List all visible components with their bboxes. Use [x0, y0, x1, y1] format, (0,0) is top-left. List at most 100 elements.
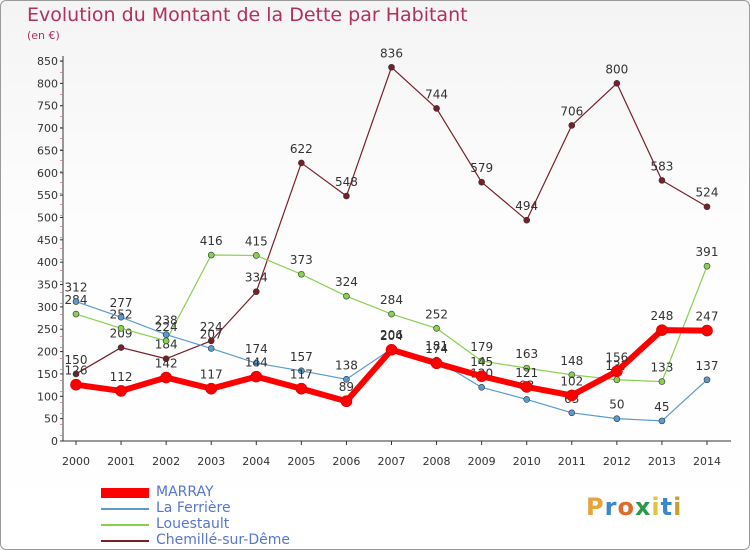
data-point-marray — [70, 378, 82, 391]
x-tick-label: 2007 — [378, 455, 406, 468]
data-label-louestault: 252 — [425, 307, 448, 321]
data-point-la-ferri-re — [207, 345, 215, 352]
data-point-marray — [475, 370, 488, 382]
y-tick-label: 650 — [37, 144, 58, 157]
data-point-louestault — [523, 364, 531, 372]
data-label-marray: 121 — [515, 366, 538, 380]
data-label-chemill-sur-d-me: 224 — [200, 320, 223, 334]
data-label-chemill-sur-d-me: 706 — [560, 104, 583, 118]
y-tick-label: 400 — [37, 256, 58, 269]
x-tick-label: 2001 — [107, 455, 135, 468]
data-point-louestault — [207, 251, 215, 259]
data-point-louestault — [388, 310, 395, 318]
data-label-marray: 89 — [339, 380, 354, 394]
y-tick-label: 800 — [37, 77, 58, 90]
proxiti-logo: Proxiti — [586, 493, 682, 521]
data-label-marray: 117 — [290, 368, 313, 382]
data-point-marray — [701, 324, 713, 337]
data-label-chemill-sur-d-me: 548 — [335, 175, 358, 189]
y-tick-label: 350 — [37, 279, 58, 292]
data-label-louestault: 133 — [650, 361, 673, 375]
data-point-marray — [565, 389, 578, 402]
data-label-marray: 204 — [380, 329, 403, 343]
data-point-marray — [115, 385, 127, 397]
data-point-marray — [340, 395, 353, 408]
data-label-la-ferri-re: 174 — [245, 342, 268, 356]
x-tick-label: 2014 — [693, 455, 721, 468]
y-tick-label: 500 — [37, 211, 58, 224]
legend-label: La Ferrière — [156, 500, 231, 516]
data-label-marray: 145 — [470, 355, 493, 369]
logo-letter: t — [660, 493, 674, 521]
legend-label: MARRAY — [156, 484, 214, 500]
x-tick-label: 2003 — [197, 455, 225, 468]
data-label-la-ferri-re: 137 — [696, 359, 719, 373]
legend-swatch — [101, 488, 149, 498]
chart-title: Evolution du Montant de la Dette par Hab… — [27, 4, 468, 26]
data-point-chemill-sur-d-me — [252, 288, 260, 295]
data-point-la-ferri-re — [478, 384, 485, 391]
data-point-chemill-sur-d-me — [388, 63, 395, 71]
y-tick-label: 600 — [37, 167, 58, 180]
y-tick-label: 450 — [37, 234, 58, 247]
data-point-la-ferri-re — [343, 376, 350, 383]
data-point-chemill-sur-d-me — [207, 337, 215, 345]
data-point-chemill-sur-d-me — [613, 80, 621, 87]
chart-unit: (en €) — [27, 29, 60, 42]
data-point-louestault — [343, 292, 350, 300]
data-label-louestault: 179 — [470, 340, 493, 354]
data-label-louestault: 391 — [696, 245, 719, 259]
data-label-marray: 117 — [200, 368, 223, 382]
data-point-la-ferri-re — [658, 417, 666, 425]
x-tick-label: 2005 — [287, 455, 315, 468]
x-tick-label: 2009 — [468, 455, 496, 468]
data-point-marray — [520, 381, 533, 393]
y-tick-label: 250 — [37, 323, 58, 336]
data-point-louestault — [703, 262, 711, 270]
data-label-louestault: 416 — [200, 234, 223, 248]
data-point-chemill-sur-d-me — [117, 344, 125, 351]
data-label-marray: 144 — [245, 356, 268, 370]
data-point-chemill-sur-d-me — [658, 177, 666, 184]
data-label-marray: 102 — [560, 374, 583, 388]
y-tick-label: 700 — [37, 122, 58, 135]
y-tick-label: 550 — [37, 189, 58, 202]
data-label-marray: 174 — [425, 342, 448, 356]
data-label-chemill-sur-d-me: 184 — [155, 338, 178, 352]
data-label-louestault: 163 — [515, 347, 538, 361]
data-label-marray: 248 — [650, 309, 673, 323]
data-point-chemill-sur-d-me — [523, 216, 531, 224]
data-label-la-ferri-re: 157 — [290, 350, 313, 364]
data-label-la-ferri-re: 181 — [425, 339, 448, 353]
data-label-louestault: 284 — [380, 293, 403, 307]
data-point-chemill-sur-d-me — [568, 122, 576, 129]
data-point-louestault — [478, 357, 485, 365]
x-tick-label: 2008 — [423, 455, 451, 468]
data-label-chemill-sur-d-me: 622 — [290, 142, 313, 156]
data-label-chemill-sur-d-me: 334 — [245, 271, 268, 285]
data-point-marray — [656, 324, 668, 336]
data-point-la-ferri-re — [523, 396, 531, 403]
data-point-marray — [385, 343, 398, 356]
y-tick-label: 150 — [37, 368, 58, 381]
data-label-chemill-sur-d-me: 524 — [696, 186, 719, 200]
data-point-la-ferri-re — [298, 367, 305, 375]
data-point-la-ferri-re — [568, 409, 576, 417]
data-label-la-ferri-re: 238 — [155, 314, 178, 328]
data-point-marray — [205, 382, 218, 395]
y-tick-label: 100 — [37, 390, 58, 403]
x-tick-label: 2012 — [603, 455, 631, 468]
data-label-la-ferri-re: 312 — [65, 281, 88, 295]
y-tick-label: 300 — [37, 301, 58, 314]
x-tick-label: 2004 — [242, 455, 270, 468]
legend-swatch — [101, 508, 149, 510]
data-label-marray: 126 — [65, 364, 88, 378]
data-point-la-ferri-re — [117, 313, 125, 321]
data-point-louestault — [568, 371, 576, 379]
data-point-chemill-sur-d-me — [72, 370, 80, 378]
data-point-la-ferri-re — [72, 298, 80, 305]
data-point-louestault — [117, 325, 125, 332]
y-tick-label: 0 — [51, 435, 58, 448]
x-tick-label: 2002 — [152, 455, 180, 468]
y-tick-label: 750 — [37, 100, 58, 113]
